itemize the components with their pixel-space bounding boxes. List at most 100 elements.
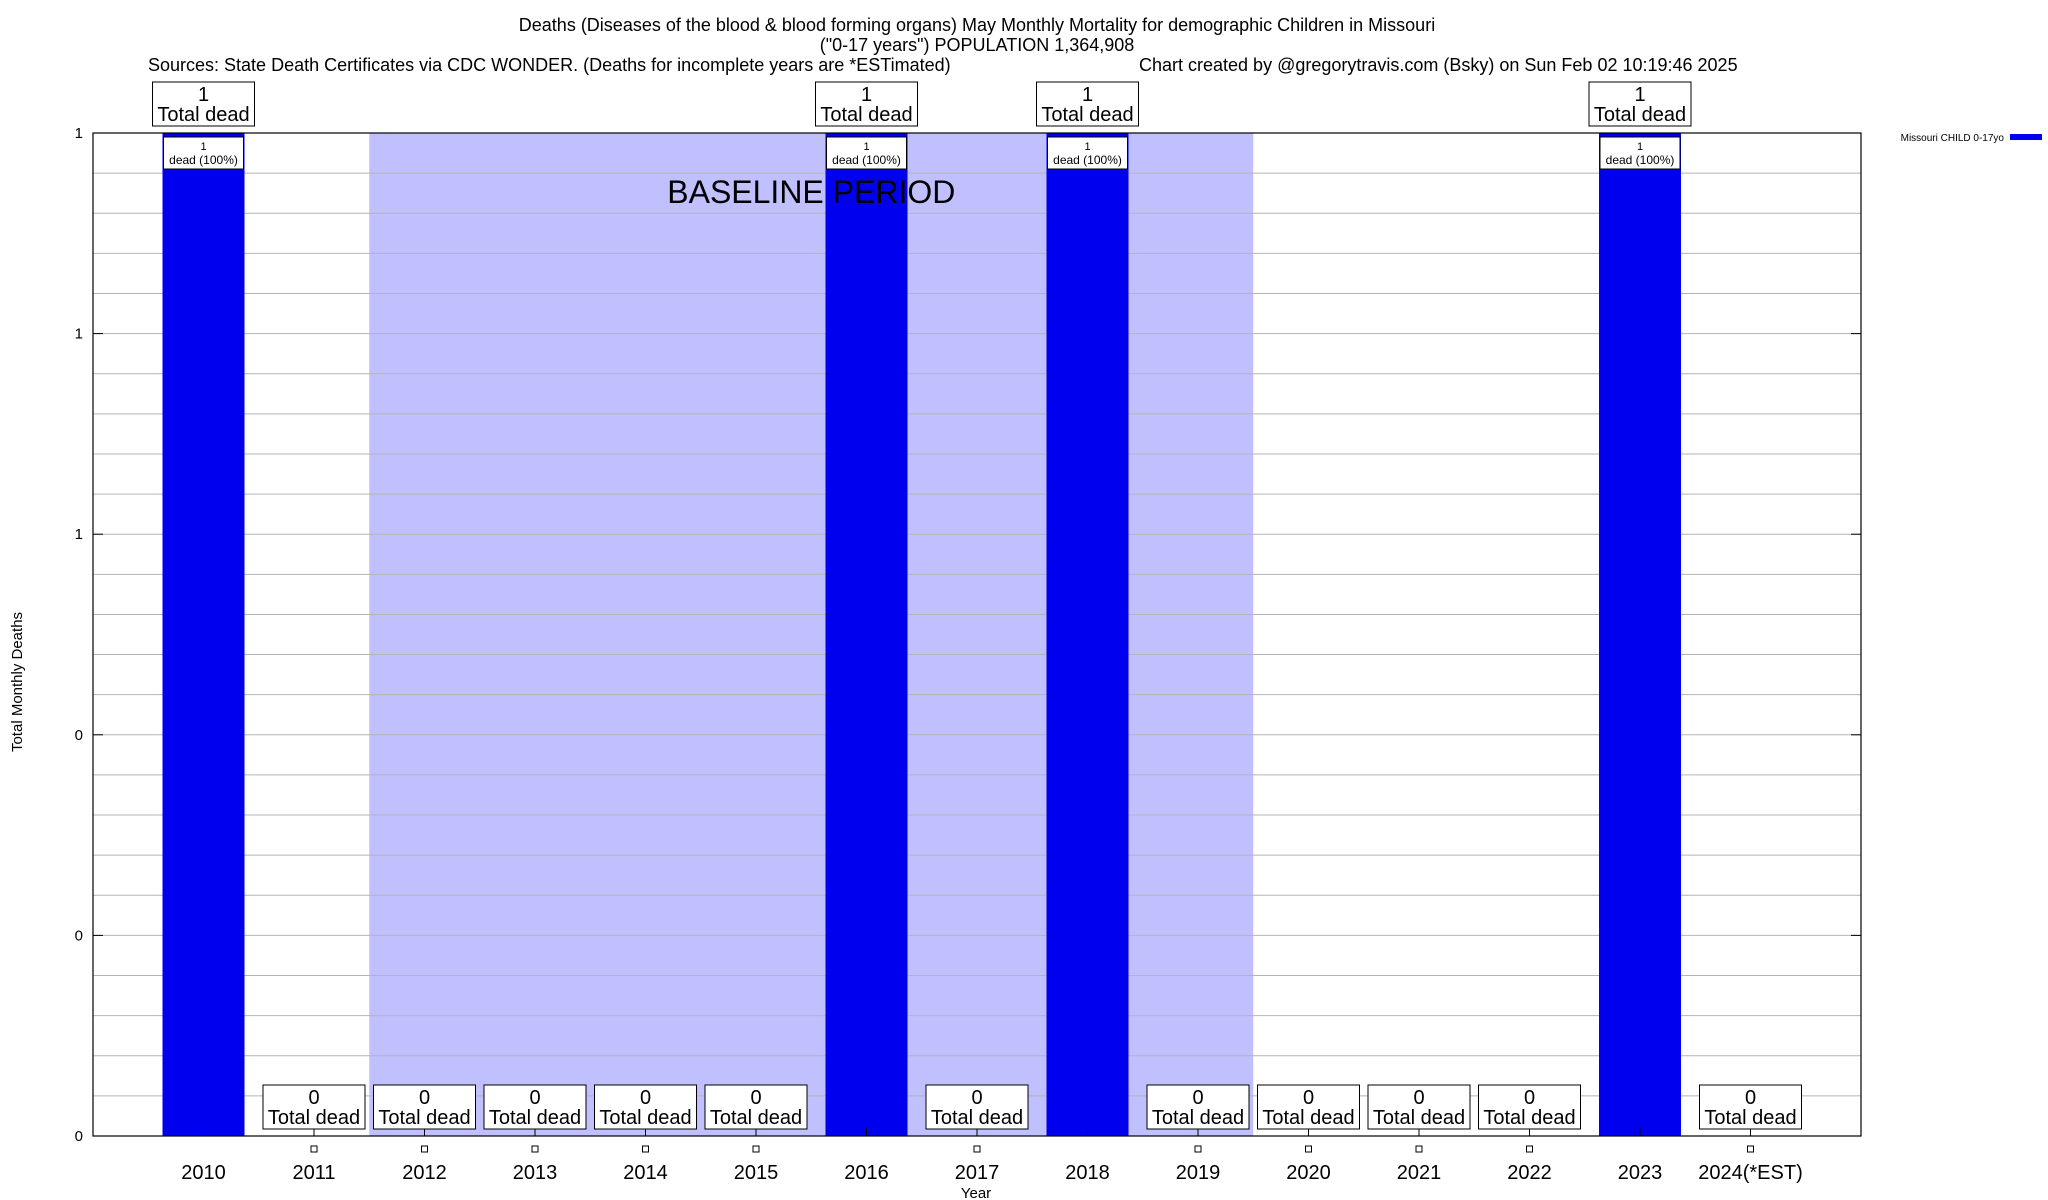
legend: Missouri CHILD 0-17yo [1901, 133, 2042, 144]
zero-marker [1747, 1145, 1754, 1153]
total-label-value: 1 [1082, 84, 1093, 106]
inner-label-value: 1 [863, 141, 869, 153]
credit-note: Chart created by @gregorytravis.com (Bsk… [1139, 55, 1738, 75]
total-label-box [594, 1084, 697, 1130]
zero-marker [1305, 1145, 1312, 1153]
zero-marker [1194, 1145, 1202, 1153]
x-axis: 2010 2011 2012 2013 2014 2015 2016 2017 2018 2019… [181, 1128, 1803, 1184]
x-tick-label-2017: 2017 [955, 1162, 1000, 1184]
x-tick-label-2016: 2016 [844, 1162, 889, 1184]
x-tick-label-2014: 2014 [623, 1162, 668, 1184]
zero-marker [973, 1145, 981, 1153]
total-label-text: Total dead [268, 1107, 360, 1129]
total-label-text: Total dead [1373, 1107, 1465, 1129]
bars [162, 133, 1681, 1136]
total-label-value: 1 [198, 84, 209, 106]
x-tick-label-2019: 2019 [1176, 1162, 1221, 1184]
total-label-box [1699, 1084, 1802, 1130]
zero-marker [752, 1145, 760, 1153]
legend-swatch [2010, 134, 2042, 140]
legend-label: Missouri CHILD 0-17yo [1901, 133, 2005, 144]
zero-marker [531, 1145, 539, 1153]
total-label-text: Total dead [378, 1107, 470, 1129]
total-label-box [1588, 81, 1692, 127]
total-label-value: 1 [1634, 84, 1645, 106]
total-label-value: 0 [1524, 1087, 1535, 1109]
x-tick-label-2012: 2012 [402, 1162, 447, 1184]
x-tick-label-2010: 2010 [181, 1162, 226, 1184]
total-label-box [1257, 1084, 1360, 1130]
total-label-text: Total dead [1483, 1107, 1575, 1129]
total-label-text: Total dead [157, 104, 249, 126]
total-label-text: Total dead [1152, 1107, 1244, 1129]
y-tick-label: 0 [75, 1128, 83, 1145]
total-label-value: 0 [971, 1087, 982, 1109]
inner-label-value: 1 [200, 141, 206, 153]
y-tick-label: 0 [75, 727, 83, 744]
inner-label-text: dead (100%) [169, 153, 238, 167]
total-label-box [483, 1084, 587, 1130]
x-tick-label-2021: 2021 [1397, 1162, 1442, 1184]
zero-marker [1415, 1145, 1423, 1153]
x-tick-label-2022: 2022 [1507, 1162, 1552, 1184]
x-tick-label-2020: 2020 [1286, 1162, 1331, 1184]
total-label-text: Total dead [1594, 104, 1686, 126]
total-label-box [925, 1084, 1029, 1130]
inner-label-box [826, 136, 907, 170]
y-axis-label: Total Monthly Deaths [9, 612, 26, 752]
total-label-value: 0 [529, 1087, 540, 1109]
total-label-text: Total dead [1262, 1107, 1354, 1129]
x-tick-label-2013: 2013 [513, 1162, 558, 1184]
y-axis: 0 0 0 1 1 1 [75, 125, 1861, 1145]
grid-lines [93, 172, 1861, 1097]
x-axis-label: Year [961, 1185, 991, 1200]
total-label-value: 0 [1745, 1087, 1756, 1109]
inner-label-box [163, 136, 244, 170]
total-label-value: 1 [861, 84, 872, 106]
zero-marker [421, 1145, 428, 1153]
chart-title: Deaths (Diseases of the blood & blood fo… [148, 15, 1738, 75]
inner-label-value: 1 [1637, 141, 1643, 153]
title-line-2: ("0-17 years") POPULATION 1,364,908 [820, 35, 1135, 55]
total-label-box [815, 81, 918, 127]
inner-label-value: 1 [1084, 141, 1090, 153]
y-tick-label: 0 [75, 927, 83, 944]
total-label-box [262, 1084, 366, 1130]
total-label-value: 0 [1413, 1087, 1424, 1109]
total-label-box [1146, 1084, 1250, 1130]
total-label-text: Total dead [1704, 1107, 1796, 1129]
y-tick-label: 1 [75, 125, 83, 142]
total-label-box [704, 1084, 808, 1130]
x-tick-label-2024(*EST): 2024(*EST) [1698, 1162, 1803, 1184]
bar-2023 [1599, 133, 1681, 1136]
total-label-text: Total dead [710, 1107, 802, 1129]
total-label-text: Total dead [1041, 104, 1133, 126]
bar-2016 [825, 133, 908, 1136]
total-label-value: 0 [750, 1087, 761, 1109]
total-label-box [1036, 81, 1139, 127]
total-label-text: Total dead [931, 1107, 1023, 1129]
total-label-value: 0 [1303, 1087, 1314, 1109]
sources-note: Sources: State Death Certificates via CD… [148, 55, 951, 75]
x-tick-label-2015: 2015 [734, 1162, 779, 1184]
y-tick-label: 1 [75, 526, 83, 543]
inner-label-text: dead (100%) [1606, 153, 1675, 167]
title-line-1: Deaths (Diseases of the blood & blood fo… [519, 15, 1435, 35]
total-label-box [1478, 1084, 1581, 1130]
total-label-text: Total dead [599, 1107, 691, 1129]
x-tick-label-2023: 2023 [1618, 1162, 1663, 1184]
total-label-box [152, 81, 255, 127]
total-label-value: 0 [308, 1087, 319, 1109]
total-label-value: 0 [640, 1087, 651, 1109]
x-tick-label-2018: 2018 [1065, 1162, 1110, 1184]
total-label-text: Total dead [820, 104, 912, 126]
inner-label-text: dead (100%) [1053, 153, 1122, 167]
inner-label-box [1599, 136, 1681, 170]
total-label-value: 0 [419, 1087, 430, 1109]
zero-marker [310, 1145, 318, 1153]
bar-2018 [1046, 133, 1129, 1136]
total-label-text: Total dead [489, 1107, 581, 1129]
inner-label-box [1047, 136, 1128, 170]
